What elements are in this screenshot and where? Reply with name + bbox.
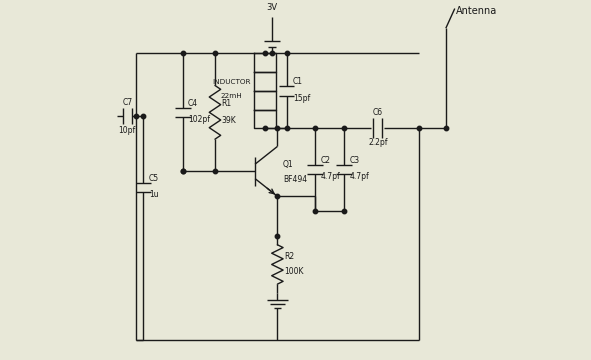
Text: 1u: 1u [149, 190, 158, 199]
Text: 15pf: 15pf [293, 94, 310, 103]
Text: C7: C7 [122, 98, 132, 107]
Text: 39K: 39K [222, 116, 236, 125]
Text: 22mH: 22mH [220, 93, 242, 99]
Text: 102pf: 102pf [188, 115, 210, 124]
Text: Q1: Q1 [282, 161, 293, 170]
Text: BF494: BF494 [282, 175, 307, 184]
Text: C2: C2 [320, 156, 330, 165]
Text: 4.7pf: 4.7pf [320, 172, 340, 181]
Text: 2.2pf: 2.2pf [368, 138, 388, 147]
Text: C5: C5 [149, 174, 159, 183]
Text: 3V: 3V [267, 3, 278, 12]
Text: C6: C6 [373, 108, 383, 117]
Text: R1: R1 [222, 99, 232, 108]
Text: 100K: 100K [284, 267, 303, 276]
Text: Antenna: Antenna [456, 6, 497, 16]
Text: C3: C3 [349, 156, 359, 165]
Text: C1: C1 [293, 77, 303, 86]
Text: R2: R2 [284, 252, 294, 261]
Text: C4: C4 [188, 99, 198, 108]
Text: 4.7pf: 4.7pf [349, 172, 369, 181]
Text: 10pf: 10pf [119, 126, 136, 135]
Text: INDUCTOR: INDUCTOR [212, 79, 251, 85]
